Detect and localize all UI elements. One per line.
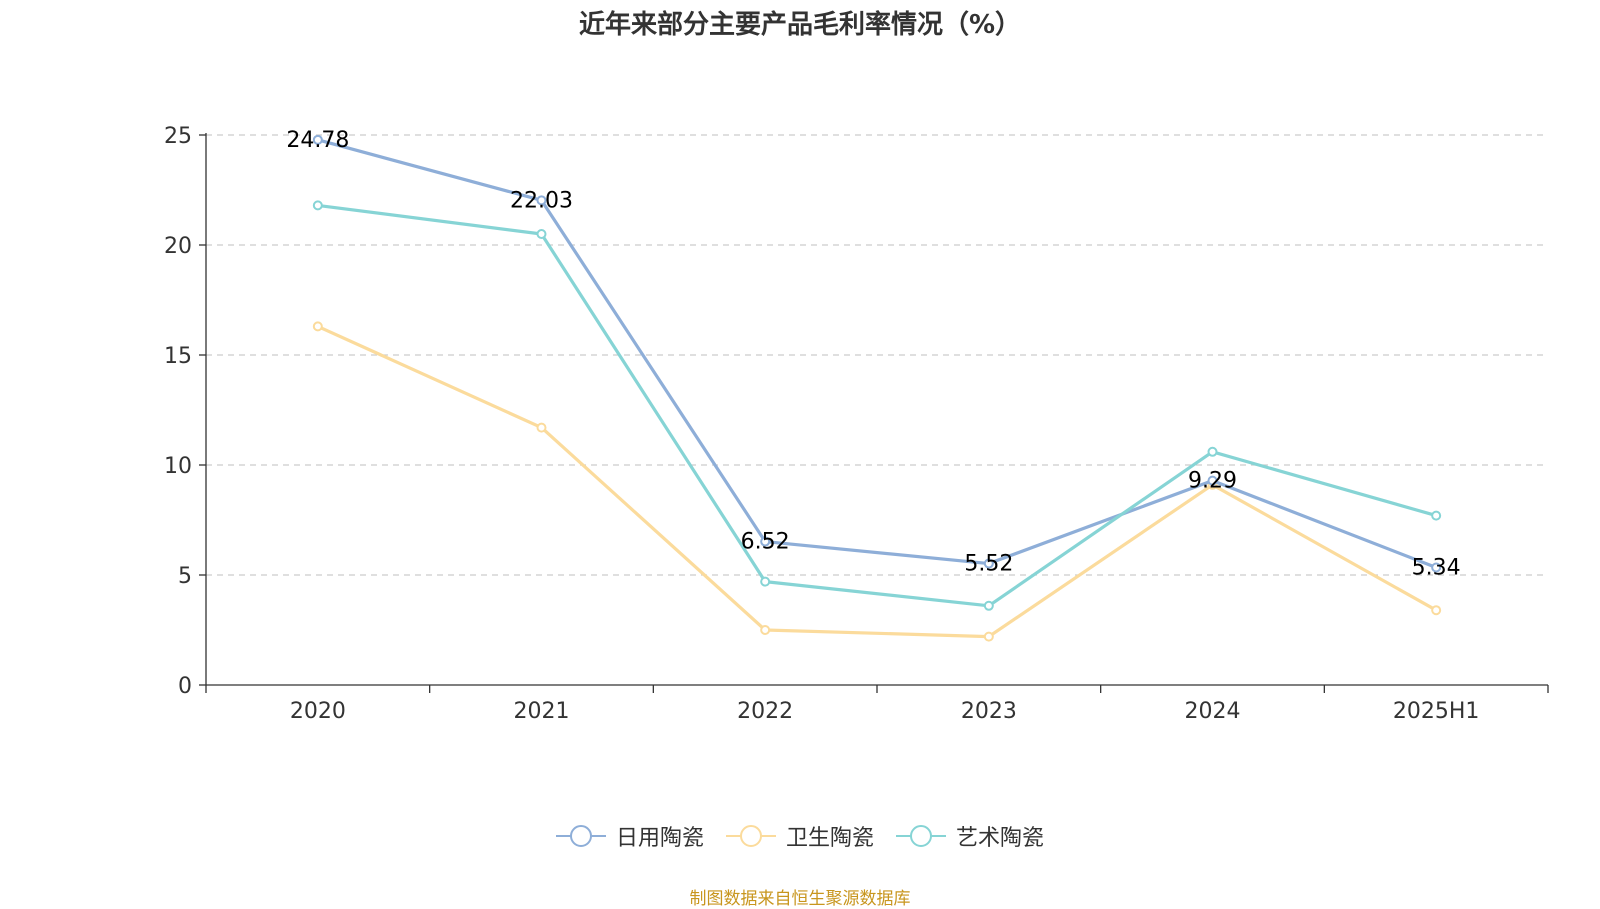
data-label: 5.34 [1412,556,1461,581]
data-point[interactable] [760,536,771,547]
data-point[interactable] [983,600,994,611]
legend-item-2[interactable]: 艺术陶瓷 [896,820,1044,852]
legend-line-circle-icon [725,825,776,847]
data-point[interactable] [760,576,771,587]
legend-line-circle-icon [896,825,946,847]
data-label: 5.52 [964,552,1013,577]
data-point[interactable] [312,134,323,145]
legend-label: 艺术陶瓷 [956,826,1045,851]
y-tick-label: 0 [178,674,192,699]
line-chart: 0 5 10 15 20 25 2020 2021 2022 2023 2024 2025H1 24.… [164,124,1549,724]
axes: 0 5 10 15 20 25 2020 2021 2022 2023 2024 2025H1 [164,124,1549,724]
series-line-0 [317,138,1437,570]
data-label: 9.29 [1188,469,1237,494]
data-point[interactable] [1207,446,1218,457]
x-tick-label: 2025H1 [1393,699,1480,724]
data-point[interactable] [536,195,547,206]
data-point[interactable] [760,625,771,635]
x-tick-label: 2022 [737,699,793,724]
data-point[interactable] [983,558,994,569]
data-point[interactable] [536,422,547,433]
y-tick-label: 15 [164,344,192,369]
y-tick-label: 25 [164,124,192,149]
x-tick-label: 2021 [514,699,570,724]
x-tick-label: 2020 [290,699,346,724]
y-tick-label: 10 [164,454,192,479]
data-label: 24.78 [286,128,349,153]
data-point[interactable] [536,229,547,239]
data-point[interactable] [983,631,994,642]
legend-label: 卫生陶瓷 [785,826,874,851]
y-tick-label: 20 [164,234,192,259]
series-line-2 [317,203,1437,608]
data-point[interactable] [312,321,323,332]
legend-item-1[interactable]: 卫生陶瓷 [725,820,874,852]
source-note: 制图数据来自恒生聚源数据库 [689,889,911,909]
data-point[interactable] [1431,510,1442,521]
series-lines [312,134,1442,642]
legend-label: 日用陶瓷 [615,826,704,851]
data-labels: 24.78 22.03 6.52 5.52 9.29 5.34 [286,128,1460,581]
data-point[interactable] [1431,605,1442,616]
grid-lines [206,134,1548,576]
series-line-1 [317,324,1437,639]
legend: 日用陶瓷 卫生陶瓷 艺术陶瓷 [0,820,1600,852]
y-tick-label: 5 [178,564,192,589]
data-label: 22.03 [510,188,573,213]
x-tick-label: 2023 [961,699,1017,724]
data-point[interactable] [312,200,323,211]
data-point[interactable] [1207,475,1218,486]
legend-item-0[interactable]: 日用陶瓷 [555,820,704,852]
data-label: 6.52 [741,530,790,555]
x-tick-label: 2024 [1185,699,1241,724]
data-point[interactable] [1431,562,1442,573]
chart-title: 近年来部分主要产品毛利率情况（%） [578,10,1022,40]
legend-line-circle-icon [555,825,606,847]
